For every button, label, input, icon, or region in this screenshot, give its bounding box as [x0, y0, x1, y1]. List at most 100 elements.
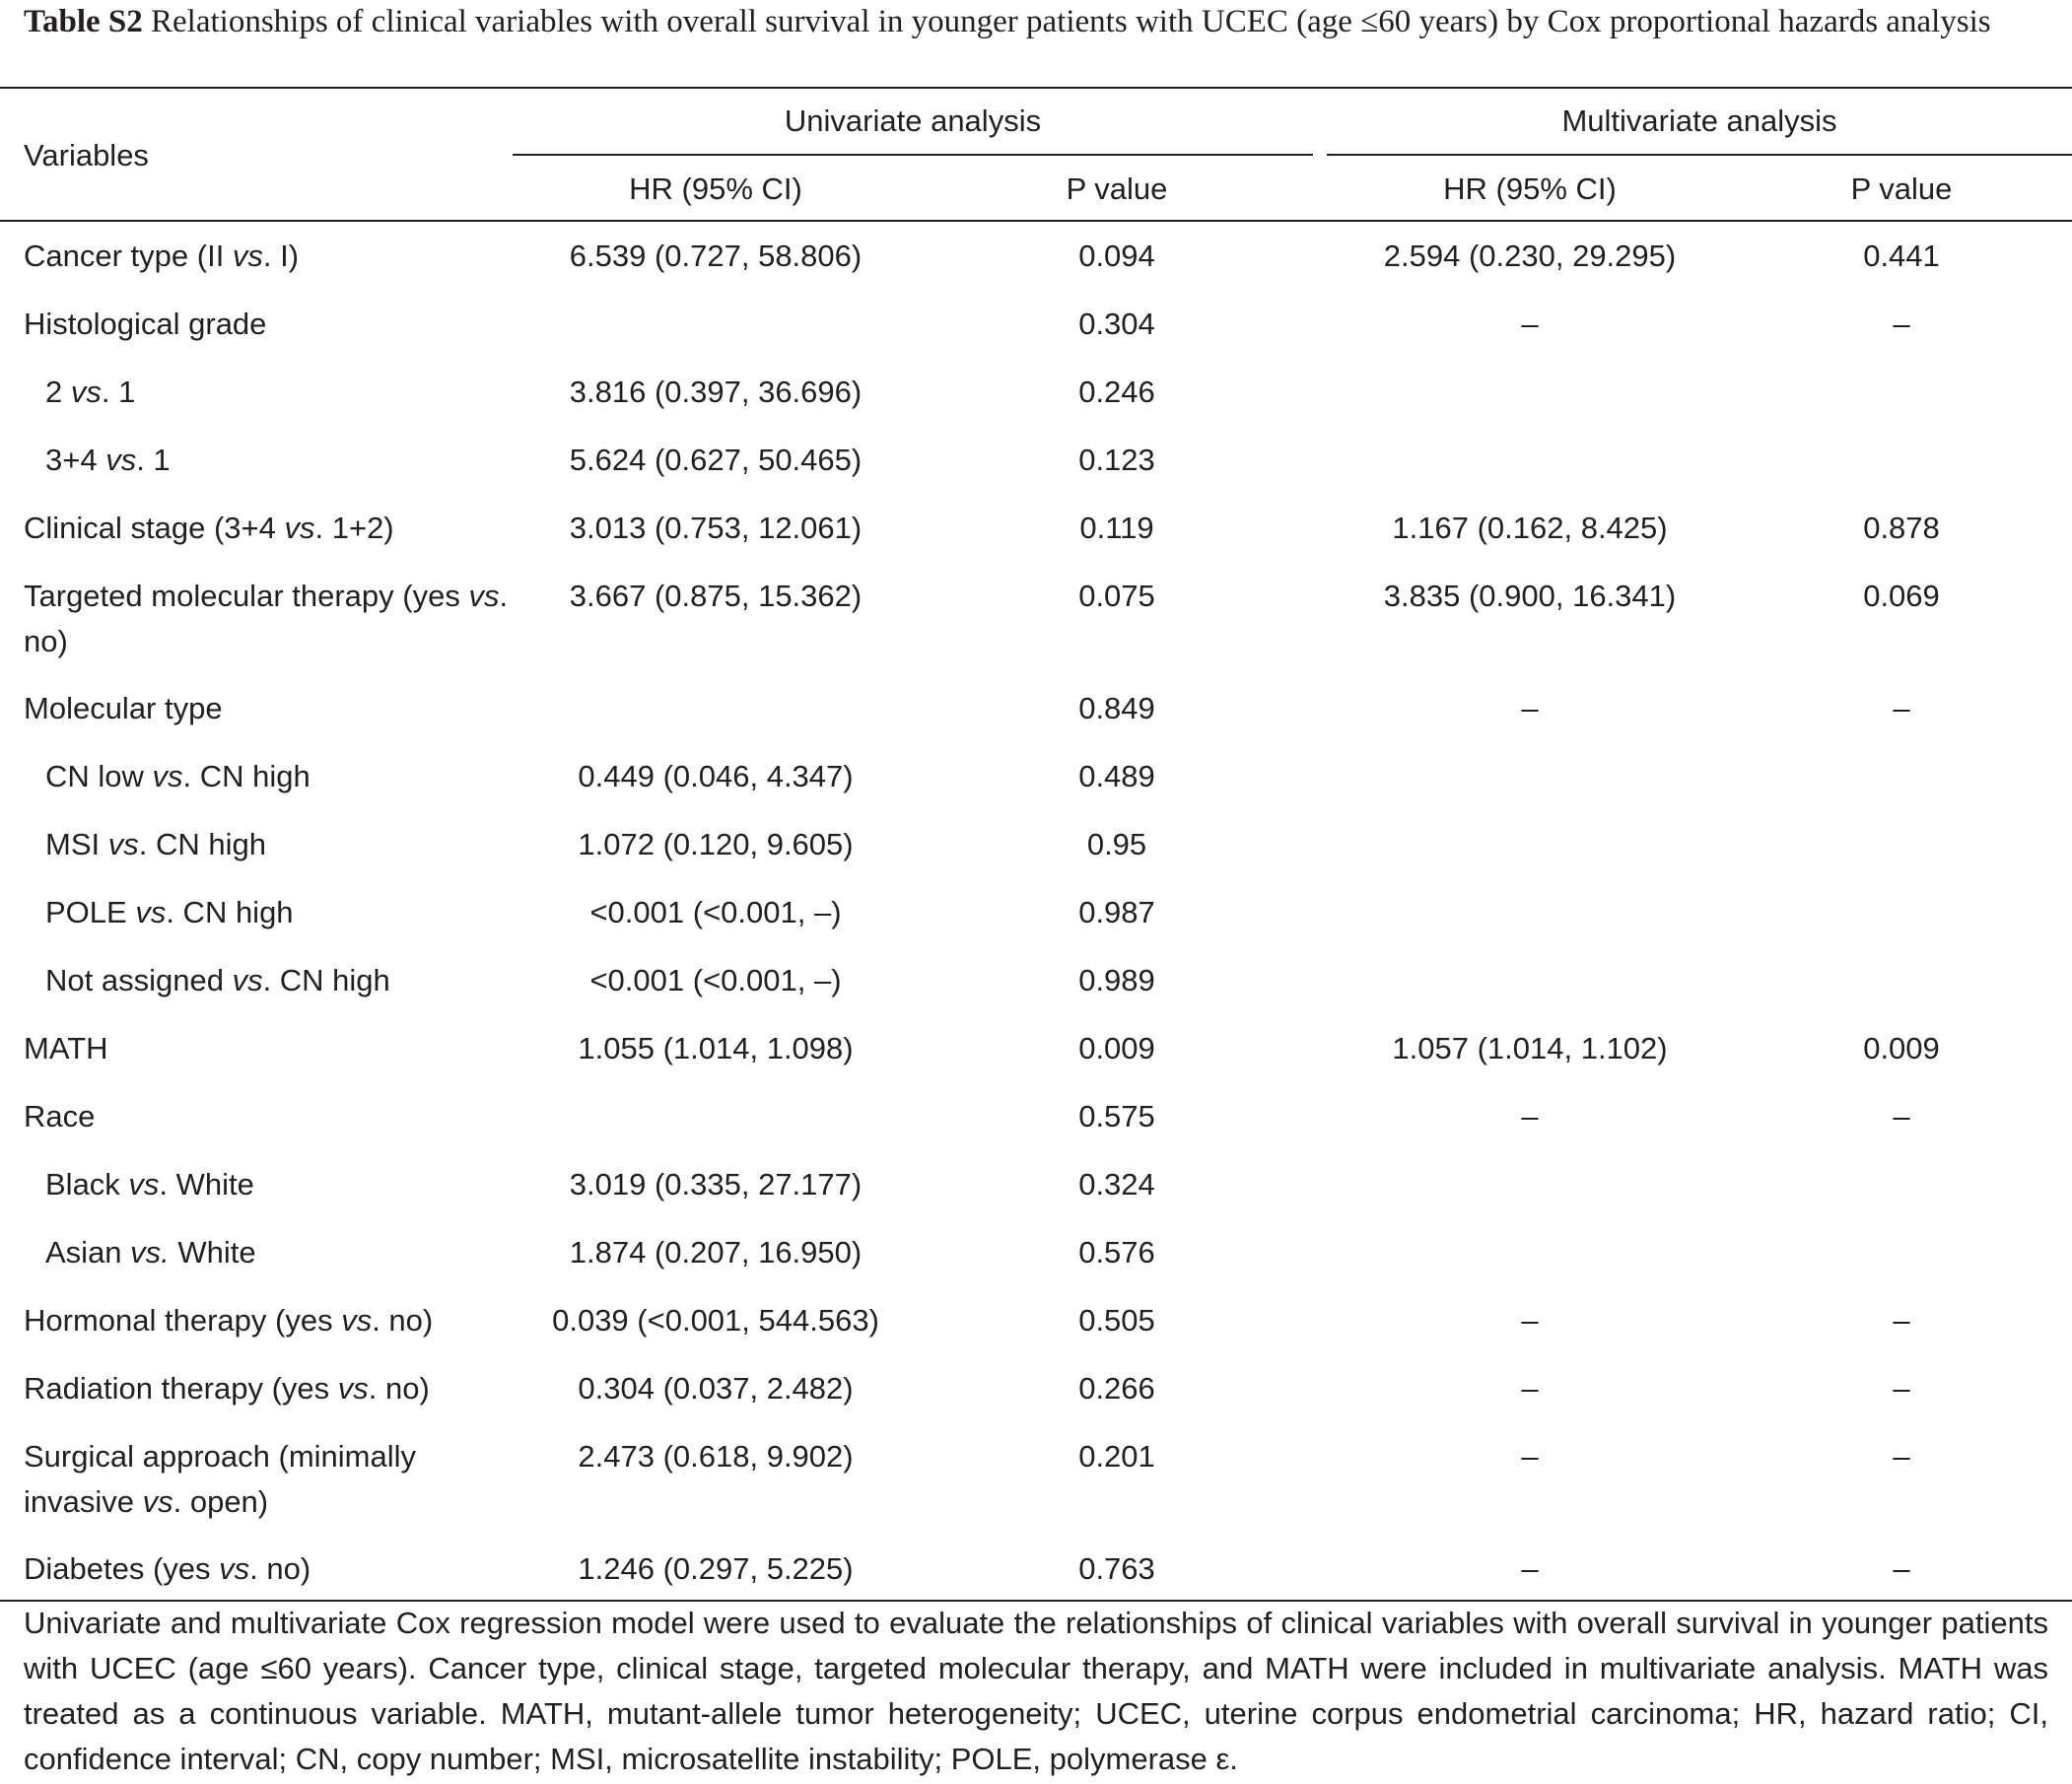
univariate-p-cell: 0.989 [1078, 963, 1155, 997]
multivariate-hr-cell: 1.057 (1.014, 1.102) [1392, 1031, 1668, 1065]
univariate-p-cell: 0.505 [1078, 1303, 1155, 1338]
multivariate-hr-cell: – [1521, 307, 1539, 341]
variable-text-rest: . CN high [166, 895, 294, 929]
row-variable: 3+4 vs. 1 [45, 438, 517, 483]
row-variable: Molecular type [24, 686, 517, 731]
variable-text: Radiation therapy (yes [24, 1371, 338, 1406]
table-title: Relationships of clinical variables with… [151, 4, 1991, 39]
vs-text: vs [284, 511, 315, 545]
vs-text: vs [135, 895, 167, 929]
univariate-p-cell: 0.094 [1078, 239, 1155, 273]
variable-text: Race [24, 1099, 96, 1133]
multivariate-hr-cell: – [1521, 1551, 1539, 1586]
variable-text: POLE [45, 895, 136, 929]
vs-text: vs [468, 579, 500, 613]
multivariate-hr-cell: 2.594 (0.230, 29.295) [1383, 239, 1677, 273]
variable-text-rest: . CN high [182, 759, 311, 793]
row-variable: Not assigned vs. CN high [45, 958, 517, 1003]
row-variable: 2 vs. 1 [45, 370, 517, 415]
multivariate-span-rule [1327, 154, 2072, 156]
row-variable: Targeted molecular therapy (yes vs. no) [24, 574, 517, 664]
variable-text: Hormonal therapy (yes [24, 1303, 342, 1338]
header-multivariate: Multivariate analysis [1561, 103, 1837, 138]
vs-text: vs [232, 239, 263, 273]
univariate-hr-cell: 2.473 (0.618, 9.902) [578, 1439, 854, 1474]
vs-text: vs [341, 1303, 373, 1338]
row-variable: Diabetes (yes vs. no) [24, 1546, 517, 1592]
univariate-p-cell: 0.119 [1079, 511, 1154, 545]
variable-text: Asian [45, 1235, 131, 1269]
vs-text: vs [107, 827, 139, 861]
variable-text-rest: . no) [24, 579, 509, 658]
univariate-hr-cell: 0.449 (0.046, 4.347) [578, 759, 854, 793]
variable-text: 3+4 [45, 443, 106, 477]
variable-text-rest: . 1 [101, 375, 136, 409]
variable-text: MATH [24, 1031, 108, 1065]
variable-text: Clinical stage (3+4 [24, 511, 285, 545]
header-multi-hr: HR (95% CI) [1443, 172, 1617, 206]
row-variable: MATH [24, 1026, 517, 1071]
univariate-hr-cell: 1.055 (1.014, 1.098) [578, 1031, 854, 1065]
row-variable: Histological grade [24, 302, 517, 347]
variable-text-rest: . I) [262, 239, 300, 273]
vs-text: vs [337, 1371, 369, 1406]
row-variable: POLE vs. CN high [45, 890, 517, 935]
variable-text-rest: . no) [249, 1551, 311, 1586]
variable-text-rest: . 1 [136, 443, 171, 477]
variable-text: 2 [45, 375, 71, 409]
univariate-hr-cell: 3.667 (0.875, 15.362) [569, 579, 863, 613]
multivariate-p-cell: – [1893, 1371, 1910, 1406]
univariate-p-cell: 0.763 [1078, 1551, 1155, 1586]
univariate-hr-cell: 3.013 (0.753, 12.061) [569, 511, 863, 545]
variable-text-rest: . CN high [138, 827, 266, 861]
variable-text: CN low [45, 759, 153, 793]
univariate-hr-cell: 3.816 (0.397, 36.696) [569, 375, 863, 409]
multivariate-p-cell: 0.069 [1863, 579, 1940, 613]
vs-text: vs [105, 443, 137, 477]
multivariate-p-cell: 0.441 [1863, 239, 1940, 273]
multivariate-p-cell: – [1893, 691, 1910, 725]
univariate-p-cell: 0.575 [1078, 1099, 1155, 1133]
row-variable: Black vs. White [45, 1162, 517, 1207]
univariate-hr-cell: 1.874 (0.207, 16.950) [569, 1235, 863, 1269]
vs-text: vs. [130, 1235, 170, 1269]
variable-text: Cancer type (II [24, 239, 233, 273]
univariate-p-cell: 0.304 [1078, 307, 1155, 341]
header-uni-p: P value [1066, 172, 1168, 206]
univariate-p-cell: 0.075 [1078, 579, 1155, 613]
row-variable: CN low vs. CN high [45, 754, 517, 799]
row-variable: Hormonal therapy (yes vs. no) [24, 1298, 517, 1343]
table-bottom-rule [0, 1600, 2072, 1602]
multivariate-hr-cell: – [1521, 691, 1539, 725]
univariate-hr-cell: <0.001 (<0.001, –) [589, 895, 842, 929]
table-caption: Table S2 Relationships of clinical varia… [24, 0, 2048, 44]
multivariate-hr-cell: – [1521, 1371, 1539, 1406]
vs-text: vs [232, 963, 263, 997]
multivariate-hr-cell: – [1521, 1303, 1539, 1338]
row-variable: Surgical approach (minimally invasive vs… [24, 1434, 517, 1525]
univariate-p-cell: 0.246 [1078, 375, 1155, 409]
univariate-p-cell: 0.489 [1078, 759, 1155, 793]
univariate-p-cell: 0.201 [1078, 1439, 1155, 1474]
variable-text: Not assigned [45, 963, 233, 997]
vs-text: vs [128, 1167, 160, 1201]
variable-text: Diabetes (yes [24, 1551, 220, 1586]
multivariate-hr-cell: – [1521, 1099, 1539, 1133]
top-rule [0, 87, 2072, 89]
univariate-p-cell: 0.009 [1078, 1031, 1155, 1065]
univariate-span-rule [513, 154, 1313, 156]
multivariate-p-cell: 0.878 [1863, 511, 1940, 545]
variable-text: Molecular type [24, 691, 223, 725]
variable-text-rest: . CN high [262, 963, 390, 997]
row-variable: Clinical stage (3+4 vs. 1+2) [24, 506, 517, 551]
variable-text-rest: White [169, 1235, 256, 1269]
multivariate-hr-cell: – [1521, 1439, 1539, 1474]
multivariate-p-cell: – [1893, 307, 1910, 341]
variable-text-rest: . no) [368, 1371, 430, 1406]
header-uni-hr: HR (95% CI) [629, 172, 802, 206]
row-variable: Asian vs. White [45, 1230, 517, 1275]
variable-text: MSI [45, 827, 108, 861]
univariate-hr-cell: 1.246 (0.297, 5.225) [578, 1551, 854, 1586]
univariate-p-cell: 0.576 [1078, 1235, 1155, 1269]
